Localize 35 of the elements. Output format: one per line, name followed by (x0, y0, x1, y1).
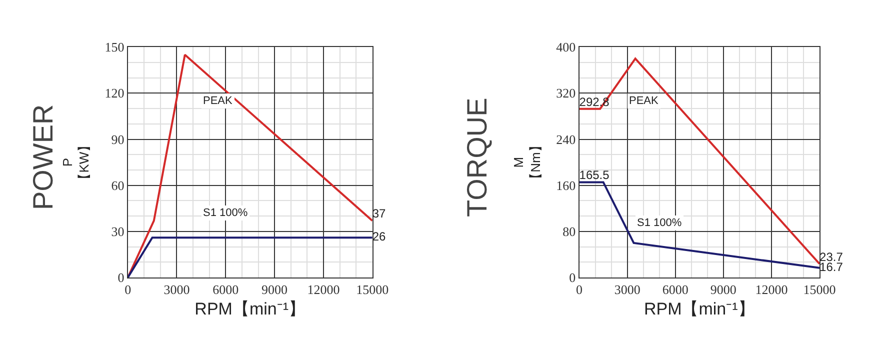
annotation: S1 100% (203, 207, 248, 219)
data-label: 165.5 (579, 168, 610, 182)
data-label: 26 (372, 230, 386, 244)
x-axis-title: RPM【min⁻¹】 (194, 300, 306, 319)
x-tick-label: 9000 (710, 282, 736, 298)
annotation: PEAK (203, 95, 234, 107)
data-label: 37 (372, 206, 386, 221)
x-tick-label: 6000 (662, 282, 688, 298)
y-tick-label: 90 (111, 132, 124, 147)
y-axis-title: M 【Nm】 (511, 139, 544, 186)
y-tick-label: 240 (556, 132, 576, 147)
y-axis-title: P 【KW】 (60, 138, 92, 186)
y-tick-label: 30 (111, 224, 124, 239)
x-axis-title: RPM【min⁻¹】 (644, 300, 755, 319)
x-tick-label: 12000 (755, 282, 788, 298)
y-tick-label: 120 (104, 86, 124, 101)
y-tick-label: 160 (556, 178, 576, 193)
annotation: PEAK (629, 95, 660, 107)
x-tick-label: 6000 (212, 282, 239, 298)
y-tick-label: 80 (562, 224, 576, 239)
y-tick-label: 60 (111, 178, 124, 193)
x-tick-label: 9000 (262, 282, 288, 298)
annotation: S1 100% (637, 217, 682, 229)
x-tick-label: 3000 (614, 282, 640, 298)
text: TORQUE (461, 98, 492, 217)
x-tick-label: 15000 (356, 282, 389, 298)
x-tick-label: 12000 (307, 282, 340, 298)
y-tick-label: 150 (104, 40, 124, 55)
text: POWER (27, 104, 58, 210)
y-tick-label: 400 (556, 40, 576, 55)
y-tick-label: 0 (118, 270, 124, 286)
y-tick-label: 320 (556, 86, 576, 101)
x-tick-label: 15000 (803, 282, 836, 298)
x-tick-label: 3000 (164, 282, 190, 298)
y-tick-label: 0 (569, 270, 576, 286)
